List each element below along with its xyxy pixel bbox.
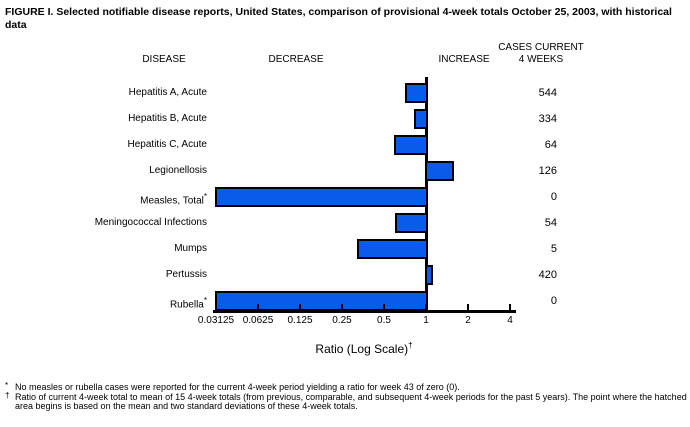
column-header-cases: CASES CURRENT 4 WEEKS — [486, 42, 596, 66]
cases-value-mumps: 5 — [550, 243, 557, 255]
disease-label-text: Hepatitis C, Acute — [127, 139, 207, 150]
x-axis-title-text: Ratio (Log Scale) — [315, 342, 409, 356]
ratio-bar-hepatitis-b-acute — [413, 109, 428, 129]
disease-label-text: Pertussis — [165, 269, 207, 280]
x-axis-tick-label-0.25: 0.25 — [332, 315, 352, 326]
cases-value-legionellosis: 126 — [538, 165, 557, 177]
footnote-text: Ratio of current 4-week total to mean of… — [15, 391, 687, 411]
disease-label-pertussis: Pertussis — [0, 265, 207, 285]
x-axis-tick-label-0.125: 0.125 — [287, 315, 313, 326]
disease-label-hepatitis-a-acute: Hepatitis A, Acute — [0, 83, 207, 103]
column-header-decrease: DECREASE — [268, 54, 324, 65]
x-axis-tick-1 — [425, 304, 427, 310]
footnote-marker-asterisk: * — [203, 296, 207, 305]
x-axis-tick-4 — [509, 304, 511, 310]
footnote-dagger: † Ratio of current 4-week total to mean o… — [5, 390, 687, 412]
x-axis-title: Ratio (Log Scale)† — [216, 341, 512, 356]
x-axis-tick-label-0.03125: 0.03125 — [197, 315, 235, 326]
column-header-disease: DISEASE — [142, 54, 186, 65]
column-header-increase: INCREASE — [438, 54, 490, 65]
x-axis-tick-0.5 — [383, 304, 385, 310]
ratio-bar-hepatitis-c-acute — [394, 135, 428, 155]
x-axis-tick-label-0.5: 0.5 — [377, 315, 391, 326]
column-header-cases-line2: 4 WEEKS — [518, 54, 564, 65]
x-axis-tick-0.03125 — [215, 304, 217, 310]
ratio-bar-measles-total — [215, 187, 428, 207]
disease-label-hepatitis-b-acute: Hepatitis B, Acute — [0, 109, 207, 129]
footnote-asterisk: * No measles or rubella cases were report… — [5, 381, 687, 393]
disease-label-meningococcal-infections: Meningococcal Infections — [0, 213, 207, 233]
disease-label-measles-total: Measles, Total* — [0, 187, 207, 211]
cases-value-rubella: 0 — [550, 295, 557, 307]
cases-value-pertussis: 420 — [538, 269, 557, 281]
disease-label-rubella: Rubella* — [0, 291, 207, 315]
disease-label-hepatitis-c-acute: Hepatitis C, Acute — [0, 135, 207, 155]
footnote-text: No measles or rubella cases were reporte… — [15, 382, 460, 392]
disease-label-text: Rubella — [169, 299, 204, 311]
cases-value-hepatitis-b-acute: 334 — [538, 113, 557, 125]
disease-label-text: Hepatitis A, Acute — [128, 87, 207, 98]
disease-label-text: Mumps — [174, 243, 207, 254]
cases-value-hepatitis-a-acute: 544 — [538, 87, 557, 99]
cases-value-measles-total: 0 — [550, 191, 557, 203]
disease-label-text: Meningococcal Infections — [94, 217, 207, 228]
ratio-bar-hepatitis-a-acute — [405, 83, 428, 103]
footnote-marker: † — [5, 390, 10, 400]
cases-value-hepatitis-c-acute: 64 — [544, 139, 557, 151]
disease-label-legionellosis: Legionellosis — [0, 161, 207, 181]
footnotes: * No measles or rubella cases were report… — [5, 381, 687, 412]
cases-value-meningococcal-infections: 54 — [544, 217, 557, 229]
x-axis-title-dagger: † — [408, 341, 413, 350]
ratio-bar-meningococcal-infections — [395, 213, 428, 233]
x-axis-tick-label-2: 2 — [465, 315, 471, 326]
footnote-marker-asterisk: * — [203, 192, 207, 201]
x-axis-tick-2 — [467, 304, 469, 310]
x-axis-tick-label-1: 1 — [423, 315, 429, 326]
column-header-cases-line1: CASES CURRENT — [498, 42, 584, 53]
footnote-marker: * — [5, 381, 9, 390]
ratio-bar-pertussis — [425, 265, 434, 285]
ratio-bar-rubella — [215, 291, 428, 311]
x-axis-tick-0.125 — [299, 304, 301, 310]
ratio-bar-mumps — [356, 239, 428, 259]
x-axis-tick-label-4: 4 — [507, 315, 513, 326]
x-axis-tick-0.25 — [341, 304, 343, 310]
disease-label-mumps: Mumps — [0, 239, 207, 259]
ratio-bar-legionellosis — [425, 161, 455, 181]
x-axis-line — [213, 310, 516, 313]
disease-label-text: Measles, Total — [140, 195, 204, 207]
disease-label-text: Legionellosis — [149, 165, 207, 176]
x-axis-tick-label-0.0625: 0.0625 — [242, 315, 274, 326]
x-axis-tick-0.0625 — [257, 304, 259, 310]
figure-title: FIGURE I. Selected notifiable disease re… — [5, 6, 672, 31]
disease-label-text: Hepatitis B, Acute — [128, 113, 207, 124]
